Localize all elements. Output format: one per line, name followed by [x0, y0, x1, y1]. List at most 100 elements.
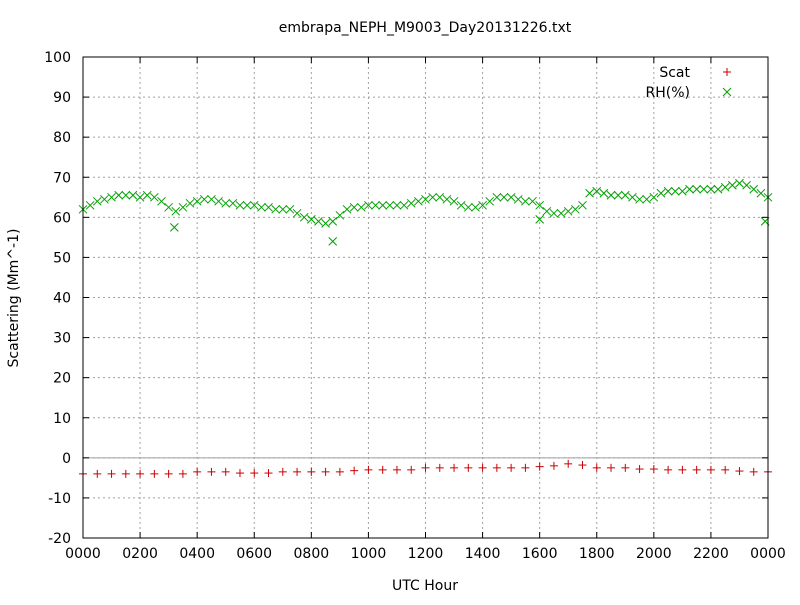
rh-point — [192, 196, 202, 206]
rh-point — [592, 186, 602, 196]
x-tick-label: 1400 — [465, 546, 501, 562]
rh-point — [328, 216, 338, 226]
rh-point — [207, 194, 216, 204]
y-tick-label: 0 — [62, 451, 71, 467]
scat-point — [293, 467, 302, 476]
rh-point — [157, 196, 166, 206]
legend-marker-scat-glyph — [723, 68, 731, 76]
scat-point — [392, 465, 401, 474]
x-tick-label: 0000 — [65, 546, 101, 562]
rh-point — [649, 192, 659, 202]
rh-point — [613, 190, 623, 200]
scat-point — [107, 469, 116, 478]
rh-point — [171, 206, 181, 216]
x-tick-label: 0600 — [236, 546, 272, 562]
x-axis-ticks: 0000 0200 0400 0600 0800 1000 1200 1400 1600 1800… — [65, 57, 786, 562]
rh-point — [169, 223, 179, 232]
x-tick-label: 0200 — [122, 546, 158, 562]
rh-point — [706, 184, 716, 194]
rh-point — [599, 188, 609, 198]
scat-point — [721, 465, 730, 474]
rh-point — [720, 182, 730, 192]
rh-point — [385, 200, 395, 210]
scat-point — [678, 465, 687, 474]
x-tick-label: 1200 — [408, 546, 444, 562]
series-scat — [79, 459, 772, 478]
scat-point — [635, 465, 644, 474]
rh-point — [285, 204, 295, 214]
rh-point — [292, 208, 302, 218]
scat-point — [535, 462, 544, 471]
rh-point — [699, 184, 709, 194]
scat-point — [649, 465, 658, 474]
scat-point — [235, 469, 244, 478]
scat-point — [278, 467, 287, 476]
rh-point — [506, 192, 516, 202]
y-tick-label: -10 — [48, 491, 71, 507]
rh-point — [713, 184, 723, 194]
rh-point — [442, 194, 452, 204]
y-tick-label: 100 — [44, 50, 71, 66]
rh-point — [670, 186, 680, 196]
rh-point — [656, 188, 666, 198]
rh-point — [399, 200, 409, 210]
rh-point — [321, 218, 330, 228]
rh-point — [314, 216, 323, 226]
rh-point — [214, 196, 223, 206]
scat-point — [564, 459, 573, 468]
scat-point — [578, 461, 587, 470]
scat-point — [549, 461, 558, 470]
scat-point — [136, 469, 145, 478]
rh-point — [92, 196, 102, 206]
rh-point — [356, 202, 366, 212]
rh-point — [578, 200, 587, 210]
rh-point — [235, 200, 245, 210]
rh-point — [349, 202, 359, 212]
rh-point — [107, 192, 116, 202]
rh-point — [549, 208, 559, 218]
rh-point — [178, 202, 188, 212]
legend-marker-scat — [723, 68, 731, 76]
x-tick-label: 2000 — [636, 546, 672, 562]
rh-point — [535, 214, 545, 224]
scat-point — [364, 465, 373, 474]
x-tick-label: 0000 — [750, 546, 786, 562]
rh-point — [428, 192, 437, 202]
scat-point — [607, 463, 616, 472]
y-tick-label: -20 — [48, 531, 71, 547]
rh-point — [378, 200, 388, 210]
rh-point — [727, 180, 737, 190]
y-tick-label: 30 — [53, 331, 71, 347]
rh-point — [478, 200, 487, 210]
legend-label-scat: Scat — [659, 65, 690, 81]
rh-point — [342, 204, 352, 214]
rh-point — [499, 192, 509, 202]
rh-point — [463, 202, 473, 212]
scat-point — [749, 467, 758, 476]
scat-point — [335, 467, 344, 476]
scat-point — [706, 465, 715, 474]
rh-point — [249, 200, 259, 210]
rh-point — [335, 210, 345, 220]
y-tick-label: 90 — [53, 90, 71, 106]
rh-point — [663, 186, 673, 196]
y-tick-label: 10 — [53, 411, 71, 427]
rh-point — [228, 198, 238, 208]
scat-point — [207, 467, 216, 476]
scat-point — [692, 465, 701, 474]
x-tick-label: 1800 — [579, 546, 615, 562]
scat-point — [407, 465, 416, 474]
rh-point — [471, 202, 480, 212]
rh-point — [150, 192, 159, 202]
rh-point — [628, 192, 637, 202]
scat-point — [507, 463, 516, 472]
rh-point — [749, 184, 759, 194]
x-axis-label: UTC Hour — [392, 578, 458, 594]
rh-point — [164, 202, 173, 212]
chart-title: embrapa_NEPH_M9003_Day20131226.txt — [279, 20, 572, 36]
scat-point — [521, 463, 530, 472]
scat-point — [664, 465, 673, 474]
